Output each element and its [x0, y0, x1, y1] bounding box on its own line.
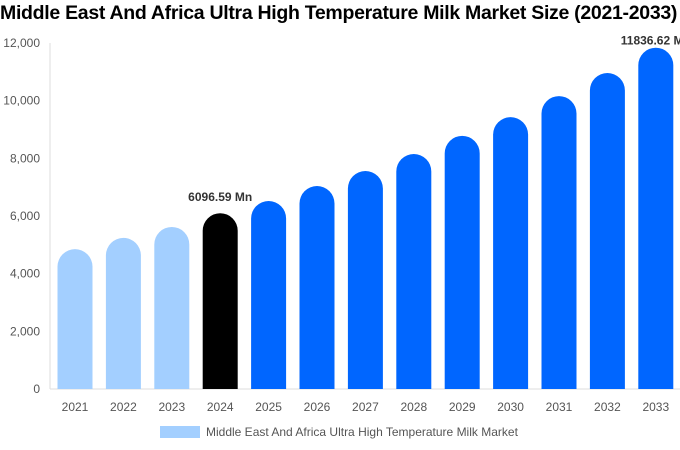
x-tick-label: 2030 [497, 400, 524, 414]
x-tick-label: 2028 [400, 400, 427, 414]
legend: Middle East And Africa Ultra High Temper… [160, 425, 518, 439]
x-tick-label: 2031 [546, 400, 573, 414]
bar [154, 226, 190, 389]
bar [105, 237, 141, 389]
bar [638, 47, 674, 390]
bar [493, 117, 529, 389]
x-tick-label: 2021 [62, 400, 89, 414]
x-tick-label: 2025 [255, 400, 282, 414]
bar [57, 249, 93, 389]
x-tick-label: 2022 [110, 400, 137, 414]
legend-swatch [160, 426, 200, 438]
y-tick-label: 12,000 [3, 36, 40, 50]
bar [444, 135, 480, 389]
x-tick-label: 2029 [449, 400, 476, 414]
x-tick-label: 2032 [594, 400, 621, 414]
x-tick-label: 2027 [352, 400, 379, 414]
bar [202, 213, 238, 389]
legend-label: Middle East And Africa Ultra High Temper… [206, 425, 518, 439]
bar [541, 96, 577, 389]
x-tick-label: 2024 [207, 400, 234, 414]
y-tick-label: 2,000 [10, 324, 40, 338]
x-tick-label: 2033 [642, 400, 669, 414]
y-tick-label: 4,000 [10, 267, 40, 281]
data-label: 11836.62 Mn [621, 34, 680, 48]
bar [589, 72, 625, 389]
bar [396, 154, 432, 389]
data-label: 6096.59 Mn [188, 190, 252, 204]
bar [251, 201, 287, 389]
y-tick-label: 8,000 [10, 151, 40, 165]
bar [347, 171, 383, 389]
x-tick-label: 2023 [158, 400, 185, 414]
y-tick-label: 6,000 [10, 209, 40, 223]
y-tick-label: 0 [33, 382, 40, 396]
chart-title: Middle East And Africa Ultra High Temper… [0, 2, 678, 24]
x-tick-label: 2026 [304, 400, 331, 414]
y-tick-label: 10,000 [3, 94, 40, 108]
bar [299, 186, 335, 389]
